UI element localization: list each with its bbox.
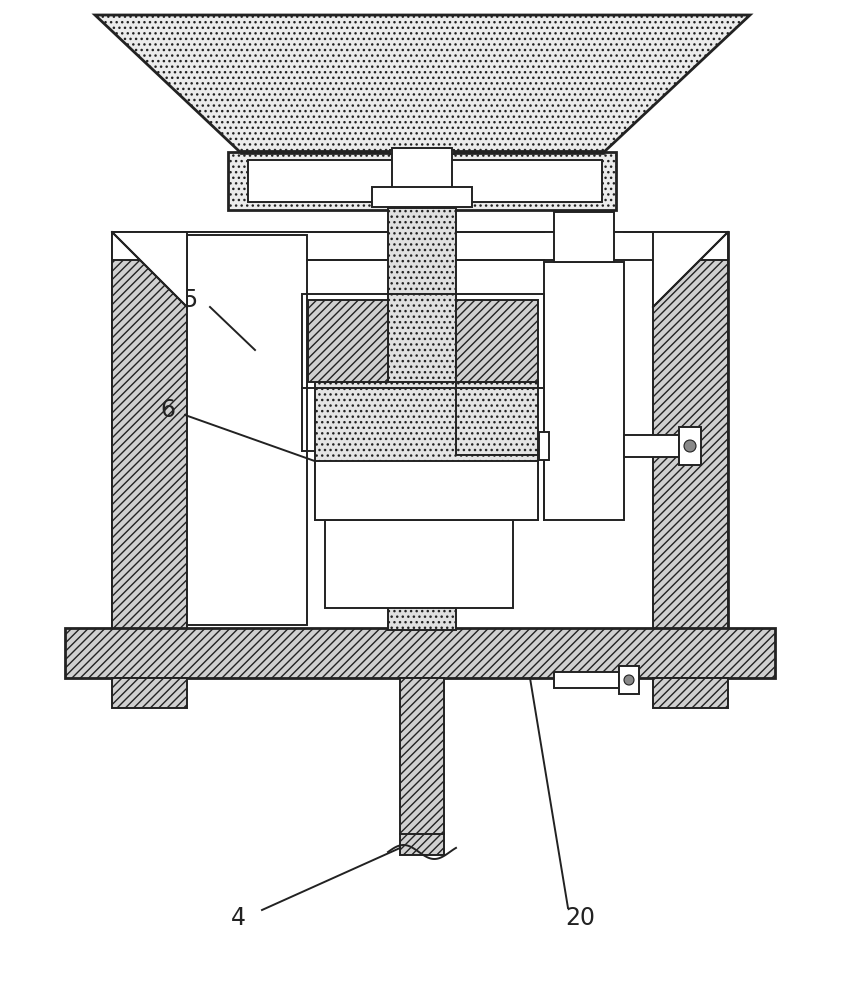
Bar <box>315 382 538 520</box>
Bar <box>679 427 701 465</box>
Bar <box>240 150 604 154</box>
Bar <box>65 628 775 678</box>
Bar <box>544 262 624 520</box>
Bar <box>388 208 456 630</box>
Circle shape <box>624 675 634 685</box>
Bar <box>392 148 452 190</box>
Bar <box>112 232 187 630</box>
Bar <box>554 672 619 688</box>
Bar <box>372 187 472 207</box>
Bar <box>400 678 444 855</box>
Text: 5: 5 <box>182 288 197 312</box>
Bar <box>112 678 187 708</box>
Bar <box>187 235 307 625</box>
Bar <box>302 294 544 388</box>
Bar <box>653 232 728 630</box>
Bar <box>456 300 538 382</box>
Polygon shape <box>653 232 728 307</box>
Bar <box>325 520 513 608</box>
Bar <box>248 160 602 202</box>
Bar <box>539 432 549 460</box>
Bar <box>554 212 614 262</box>
Polygon shape <box>95 15 750 152</box>
Bar <box>308 300 388 382</box>
Bar <box>619 666 639 694</box>
Bar <box>390 150 454 154</box>
Text: 6: 6 <box>160 398 176 422</box>
Bar <box>653 678 728 708</box>
Polygon shape <box>112 232 187 307</box>
Circle shape <box>684 440 696 452</box>
Bar <box>228 152 616 210</box>
Bar <box>112 232 728 260</box>
Text: 4: 4 <box>230 906 246 930</box>
Text: 20: 20 <box>565 906 595 930</box>
Bar <box>315 461 538 520</box>
Bar <box>112 232 728 630</box>
Bar <box>624 435 679 457</box>
